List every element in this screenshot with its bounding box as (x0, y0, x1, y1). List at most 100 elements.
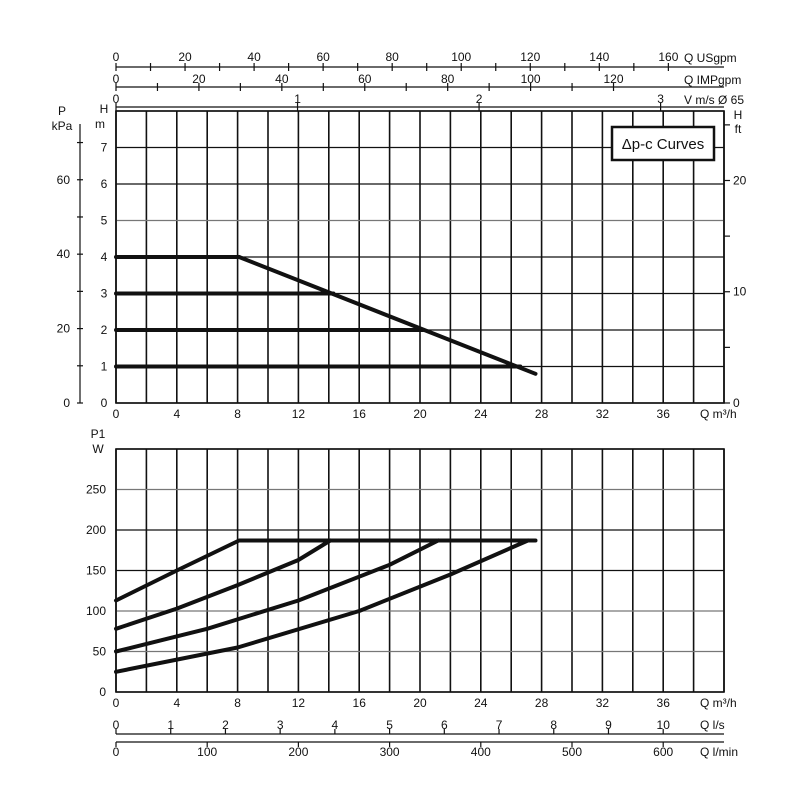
top-axis-tick-label: 1 (294, 92, 301, 106)
power-x-tick-label: 0 (113, 696, 120, 710)
power-x-tick-label: 28 (535, 696, 549, 710)
head-x-tick-label: 28 (535, 407, 549, 421)
head-h-axis-label-bottom: m (95, 117, 105, 131)
bottom-axis-tick-label: 9 (605, 718, 612, 732)
power-x-tick-label: 12 (292, 696, 306, 710)
bottom-axis-tick-label: 5 (386, 718, 393, 732)
head-h-tick-label: 3 (101, 287, 108, 301)
head-x-tick-label: 0 (113, 407, 120, 421)
bottom-axis-tick-label: 7 (496, 718, 503, 732)
top-axis-tick-label: 100 (451, 50, 471, 64)
head-x-tick-label: 36 (657, 407, 671, 421)
head-h-tick-label: 7 (101, 141, 108, 155)
head-x-axis-label: Q m³/h (700, 407, 737, 421)
top-axis-tick-label: 20 (178, 50, 192, 64)
top-axis-tick-label: 160 (658, 50, 678, 64)
head-x-tick-label: 20 (413, 407, 427, 421)
head-h-tick-label: 6 (101, 177, 108, 191)
bottom-axis-tick-label: 100 (197, 745, 217, 759)
top-axis-tick-label: 0 (113, 72, 120, 86)
power-curve-3 (114, 538, 530, 674)
top-axis-label: Q USgpm (684, 51, 737, 65)
head-h-tick-label: 5 (101, 214, 108, 228)
top-axis-tick-label: 100 (521, 72, 541, 86)
top-axis-tick-label: 0 (113, 50, 120, 64)
power-x-tick-label: 36 (657, 696, 671, 710)
top-axis-tick-label: 60 (316, 50, 330, 64)
head-h-tick-label: 2 (101, 323, 108, 337)
ft-tick-label: 0 (733, 396, 740, 410)
bottom-axis-tick-label: 2 (222, 718, 229, 732)
kpa-axis-label-top: P (58, 104, 66, 118)
top-axis-tick-label: 80 (441, 72, 455, 86)
power-x-tick-label: 16 (353, 696, 367, 710)
head-h-tick-label: 0 (101, 396, 108, 410)
top-axis-tick-label: 140 (589, 50, 609, 64)
head-x-tick-label: 8 (234, 407, 241, 421)
power-y-tick-label: 150 (86, 564, 106, 578)
ft-axis-label-bottom: ft (735, 122, 742, 136)
power-y-tick-label: 0 (99, 685, 106, 699)
top-axis-tick-label: 3 (657, 92, 664, 106)
power-y-tick-label: 200 (86, 523, 106, 537)
power-x-tick-label: 32 (596, 696, 610, 710)
head-x-tick-label: 32 (596, 407, 610, 421)
head-h-axis-label-top: H (100, 102, 109, 116)
power-x-tick-label: 20 (413, 696, 427, 710)
bottom-axis-tick-label: 0 (113, 745, 120, 759)
power-curve-0 (114, 538, 538, 603)
bottom-axis-tick-label: 400 (471, 745, 491, 759)
kpa-tick-label: 40 (57, 247, 71, 261)
ft-tick-label: 10 (733, 285, 747, 299)
bottom-axis-tick-label: 8 (550, 718, 557, 732)
bottom-axis-tick-label: 1 (167, 718, 174, 732)
bottom-axis-label: Q l/s (700, 718, 725, 732)
power-curve-1 (114, 538, 333, 631)
power-x-tick-label: 4 (173, 696, 180, 710)
bottom-axis-tick-label: 300 (380, 745, 400, 759)
head-h-tick-label: 1 (101, 360, 108, 374)
top-axis-tick-label: 40 (275, 72, 289, 86)
legend-box: Δp-c Curves (610, 125, 716, 162)
kpa-axis-label-bottom: kPa (52, 119, 73, 133)
bottom-axis-tick-label: 6 (441, 718, 448, 732)
top-axis-tick-label: 60 (358, 72, 372, 86)
bottom-axis-tick-label: 10 (657, 718, 671, 732)
bottom-axis-tick-label: 500 (562, 745, 582, 759)
head-x-tick-label: 4 (173, 407, 180, 421)
bottom-axis-tick-label: 4 (332, 718, 339, 732)
top-axis-label: V m/s Ø 65 (684, 93, 744, 107)
power-y-tick-label: 250 (86, 483, 106, 497)
top-axis-tick-label: 80 (386, 50, 400, 64)
top-axis-tick-label: 2 (476, 92, 483, 106)
power-plot-frame (115, 448, 725, 693)
top-axis-tick-label: 20 (192, 72, 206, 86)
head-h-tick-label: 4 (101, 250, 108, 264)
power-y-axis-label-bottom: W (92, 442, 104, 456)
head-x-tick-label: 16 (353, 407, 367, 421)
kpa-tick-label: 0 (63, 396, 70, 410)
kpa-tick-label: 60 (57, 173, 71, 187)
power-curve-2 (114, 538, 441, 654)
top-axis-label: Q IMPgpm (684, 73, 741, 87)
power-x-tick-label: 24 (474, 696, 488, 710)
head-x-tick-label: 12 (292, 407, 306, 421)
bottom-axis-label: Q l/min (700, 745, 738, 759)
power-x-tick-label: 8 (234, 696, 241, 710)
top-axis-tick-label: 120 (520, 50, 540, 64)
head-curve-4 (237, 255, 538, 376)
bottom-axis-tick-label: 3 (277, 718, 284, 732)
power-x-axis-label: Q m³/h (700, 696, 737, 710)
kpa-tick-label: 20 (57, 322, 71, 336)
top-axis-tick-label: 40 (247, 50, 261, 64)
bottom-axis-tick-label: 600 (653, 745, 673, 759)
bottom-axis-tick-label: 200 (288, 745, 308, 759)
power-y-tick-label: 100 (86, 604, 106, 618)
head-x-tick-label: 24 (474, 407, 488, 421)
ft-axis-label-top: H (734, 108, 743, 122)
power-y-tick-label: 50 (93, 645, 107, 659)
top-axis-tick-label: 0 (113, 92, 120, 106)
power-y-axis-label-top: P1 (91, 427, 106, 441)
